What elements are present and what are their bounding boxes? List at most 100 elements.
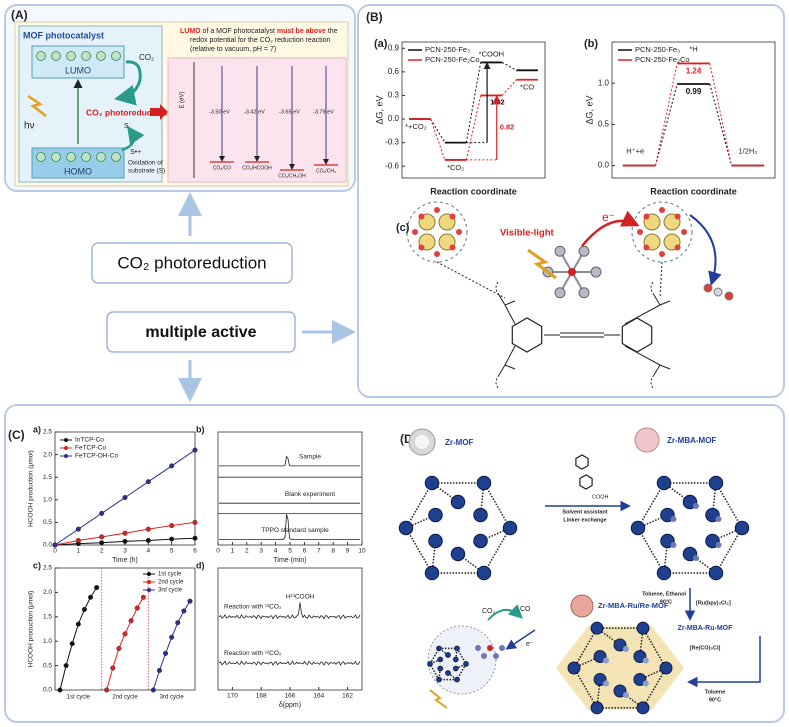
linker-complex: [642, 657, 649, 664]
x-tick-label: 0: [53, 548, 57, 555]
zr-cluster: [636, 701, 650, 715]
data-point: [169, 536, 175, 542]
y-axis-label: ΔG, eV: [374, 95, 384, 124]
zr-cluster: [436, 676, 442, 683]
x-tick-label: 2: [245, 548, 249, 555]
label: HOMO: [64, 166, 92, 176]
framework-link: [483, 482, 511, 529]
signal-trace: [219, 514, 360, 540]
data-point: [75, 537, 81, 544]
active-site: [427, 625, 497, 695]
x-tick-label: 6: [303, 548, 307, 555]
zr-cluster: [450, 494, 466, 510]
zr-cluster: [452, 656, 459, 663]
label: CO₂ photoreduction: [117, 253, 266, 272]
data-point: [81, 606, 87, 613]
label: LUMO: [65, 65, 91, 75]
y-axis-label: HCOOH production (μmol): [28, 591, 35, 668]
oxygen-atom: [418, 244, 425, 251]
linker-stub: [650, 280, 655, 296]
x-tick-label: 168: [256, 693, 267, 700]
oxygen-atom: [674, 213, 681, 220]
label: Visible-light: [500, 228, 555, 239]
data-point: [110, 665, 116, 671]
zr-cluster: [427, 661, 433, 667]
data-point: [181, 608, 187, 614]
label: CO₂/CH₃OH: [278, 173, 306, 179]
energy-connector: [709, 63, 733, 166]
data-point: [116, 645, 122, 652]
x-tick-label: 4: [274, 548, 278, 555]
category-label: *+CO₂: [405, 122, 427, 131]
annotation: 1.02: [490, 98, 505, 107]
framework-link: [405, 482, 433, 529]
complex-ring: [590, 266, 602, 278]
electron-dot: [51, 51, 61, 61]
signal-trace: [219, 455, 360, 467]
y-tick-label: 0.0: [388, 114, 400, 123]
x-tick-label: 2: [100, 548, 104, 555]
framework-link: [712, 527, 743, 542]
energy-connector: [501, 62, 517, 71]
label: e⁻: [526, 641, 534, 648]
zr-cluster: [454, 676, 460, 683]
zr-cluster: [590, 621, 604, 635]
framework-link: [480, 527, 511, 542]
label: -3.65 eV: [279, 109, 300, 115]
zr-cluster: [593, 650, 607, 663]
co-atom: [703, 283, 713, 293]
co2-arrow: [487, 604, 523, 621]
energy-connector: [430, 118, 446, 161]
label: CO₂/CO: [213, 165, 231, 171]
value-label: 1.24: [686, 67, 702, 76]
hole-dot: [66, 152, 76, 162]
linker-complex: [693, 503, 699, 509]
annotation: 0.82: [500, 123, 515, 132]
electron-arrow: [581, 210, 640, 247]
x-axis-label: δ(ppm): [279, 702, 301, 709]
energy-connector: [465, 95, 482, 161]
y-tick-label: 0.0: [598, 161, 610, 170]
label: CO: [520, 606, 531, 613]
label: 90°C: [660, 599, 672, 605]
data-point: [99, 534, 105, 540]
hole-dot: [96, 152, 106, 162]
x-tick-label: 9: [346, 548, 350, 555]
x-axis-label: Time (h): [112, 557, 138, 564]
label: Linker exchange: [563, 517, 606, 523]
plot-area: [401, 41, 546, 179]
data-point: [145, 479, 151, 485]
cycle-label: 3rd cycle: [160, 695, 185, 701]
linker-complex: [623, 646, 629, 652]
y-tick-label: -0.3: [385, 138, 399, 147]
x-tick-label: 170: [227, 693, 238, 700]
label: MOF photocatalyst: [23, 30, 104, 40]
bond: [504, 345, 516, 366]
label: COOH: [592, 494, 609, 500]
zr-cluster: [567, 661, 581, 675]
y-tick-label: 1.5: [43, 614, 52, 621]
framework-link: [429, 663, 440, 680]
framework-link: [456, 663, 467, 680]
y-tick-label: 1.0: [43, 497, 52, 504]
x-tick-label: 0: [216, 548, 220, 555]
data-point: [156, 667, 162, 674]
label: multiple active: [145, 324, 256, 341]
y-tick-label: 0.5: [43, 662, 52, 669]
label: 90°C: [709, 697, 721, 703]
label: E (eV): [180, 91, 186, 108]
plot-area: [217, 567, 363, 691]
data-point: [122, 631, 128, 637]
legend-marker: [147, 580, 151, 584]
metal-complex-atom: [475, 645, 481, 651]
label: -3.50 eV: [209, 109, 230, 115]
zr-cluster: [613, 684, 627, 698]
zr-cluster: [437, 665, 444, 672]
linker-complex: [603, 680, 610, 687]
panel-label: (A): [11, 8, 28, 22]
oxygen-atom: [659, 251, 665, 257]
label: CO₂: [139, 53, 154, 62]
trace-label: Sample: [299, 454, 321, 461]
data-point: [140, 594, 146, 600]
hole-dot: [111, 152, 121, 162]
